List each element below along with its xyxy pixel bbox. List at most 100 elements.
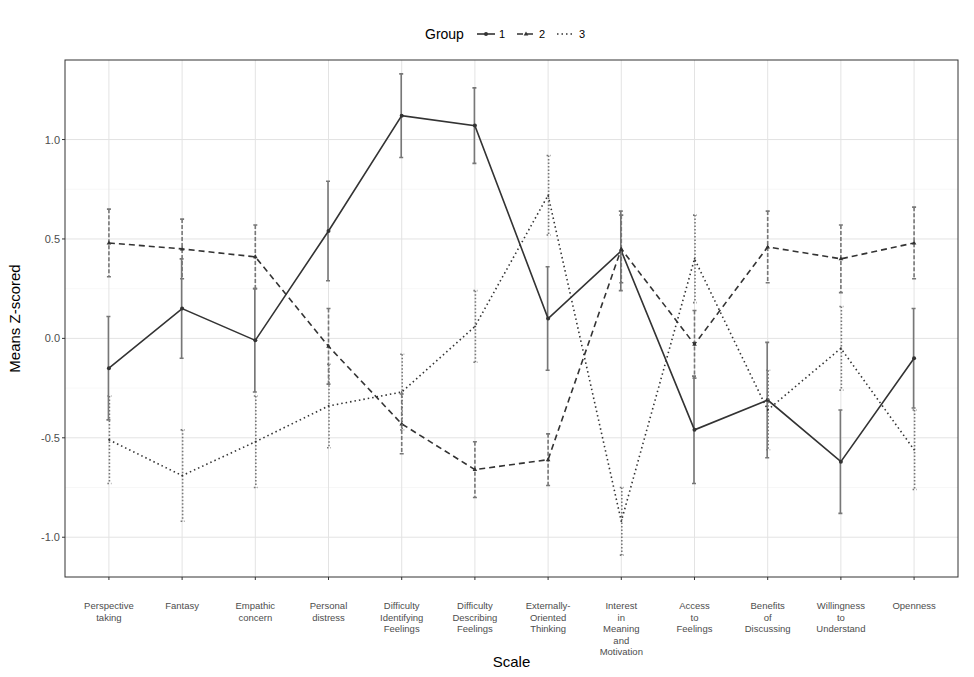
x-tick-label: BenefitsofDiscussing [745, 600, 791, 634]
point [400, 114, 404, 118]
x-tick [767, 577, 768, 580]
error-bar [399, 74, 403, 158]
x-tick-label-line: to [691, 612, 699, 623]
plot-area [106, 74, 916, 555]
legend-label: 3 [579, 28, 585, 40]
point [326, 344, 331, 348]
point [546, 317, 550, 321]
point [546, 457, 551, 461]
legend-swatch [557, 33, 575, 35]
error-bar [253, 225, 257, 289]
series-line [109, 116, 914, 462]
x-tick-label: InterestinMeaningandMotivation [600, 600, 643, 657]
legend-marker [484, 32, 488, 36]
y-tick-label: 0.5 [45, 233, 60, 245]
x-tick-label-line: distress [312, 612, 345, 623]
x-tick-label-line: Motivation [600, 646, 643, 657]
y-tick [62, 338, 65, 339]
x-tick-label-line: Difficulty [384, 600, 420, 611]
x-tick-label-line: Oriented [530, 612, 566, 623]
error-bar [327, 364, 331, 448]
y-grid-line [65, 437, 958, 438]
x-tick-label-line: Understand [816, 623, 865, 634]
point [255, 441, 257, 443]
error-bar [912, 207, 916, 279]
point [181, 475, 183, 477]
series-3 [107, 155, 916, 555]
y-minor-grid-line [65, 388, 958, 389]
y-minor-grid-line [65, 487, 958, 488]
point [107, 240, 112, 244]
x-tick-label-line: Describing [452, 612, 497, 623]
error-bar [472, 88, 476, 164]
error-bar [912, 309, 916, 408]
point [253, 338, 257, 342]
point [180, 246, 185, 250]
error-bar [181, 430, 185, 521]
point [912, 240, 917, 244]
error-bar [693, 215, 697, 302]
series-line [109, 243, 914, 470]
error-bar [546, 434, 550, 486]
x-tick-label-line: Feelings [677, 623, 713, 634]
point [107, 366, 111, 370]
x-tick-label-line: Feelings [384, 623, 420, 634]
error-bar [254, 396, 258, 487]
error-bar [400, 394, 404, 454]
y-tick-label: -0.5 [41, 432, 60, 444]
error-bar [839, 225, 843, 293]
point [912, 356, 916, 360]
x-tick-label-line: Identifying [380, 612, 423, 623]
y-grid-line [65, 139, 958, 140]
y-axis-title: Means Z-scored [6, 264, 23, 372]
x-tick-label-line: Perspective [84, 600, 134, 611]
point [619, 246, 624, 250]
point [694, 258, 696, 260]
error-bar [766, 370, 770, 450]
x-tick [401, 577, 402, 580]
x-tick-label-line: Fantasy [165, 600, 199, 611]
point [473, 124, 477, 128]
error-bar [253, 289, 257, 392]
x-tick [108, 577, 109, 580]
error-bar [326, 181, 330, 280]
point [253, 254, 258, 258]
x-tick-label-line: to [837, 612, 845, 623]
x-tick-label: DifficultyIdentifyingFeelings [380, 600, 423, 634]
x-tick-label-line: Openness [892, 600, 936, 611]
x-tick [182, 577, 183, 580]
legend-marker [524, 32, 529, 36]
series-2 [107, 207, 917, 497]
legend-title: Group [425, 26, 464, 42]
y-tick-label: 0.0 [45, 332, 60, 344]
x-tick-label: DifficultyDescribingFeelings [452, 600, 497, 634]
x-grid-line [767, 60, 768, 577]
x-tick-label: Fantasy [165, 600, 199, 611]
chart: -1.0-0.50.00.51.0PerspectivetakingFantas… [0, 0, 974, 677]
x-tick-label-line: Access [679, 600, 710, 611]
x-tick-label-line: Benefits [751, 600, 786, 611]
error-bar [180, 219, 184, 279]
series-line [109, 195, 914, 521]
y-tick-label: 1.0 [45, 134, 60, 146]
error-bar [692, 311, 696, 379]
x-tick [328, 577, 329, 580]
error-bar [546, 267, 550, 370]
x-tick-label-line: Feelings [457, 623, 493, 634]
x-tick-label-line: Discussing [745, 623, 791, 634]
x-tick-label: Externally-OrientedThinking [526, 600, 571, 634]
point [474, 326, 476, 328]
x-tick-label-line: in [618, 612, 625, 623]
x-tick-label-line: and [613, 635, 629, 646]
x-tick-label-line: concern [238, 612, 272, 623]
x-tick-label-line: Externally- [526, 600, 571, 611]
x-tick-label: Personaldistress [310, 600, 348, 623]
point [328, 405, 330, 407]
x-tick-label-line: Empathic [236, 600, 276, 611]
error-bar [107, 209, 111, 277]
plot-background [65, 60, 958, 577]
x-tick [548, 577, 549, 580]
x-tick [474, 577, 475, 580]
x-tick [840, 577, 841, 580]
x-tick-label: Openness [892, 600, 936, 611]
